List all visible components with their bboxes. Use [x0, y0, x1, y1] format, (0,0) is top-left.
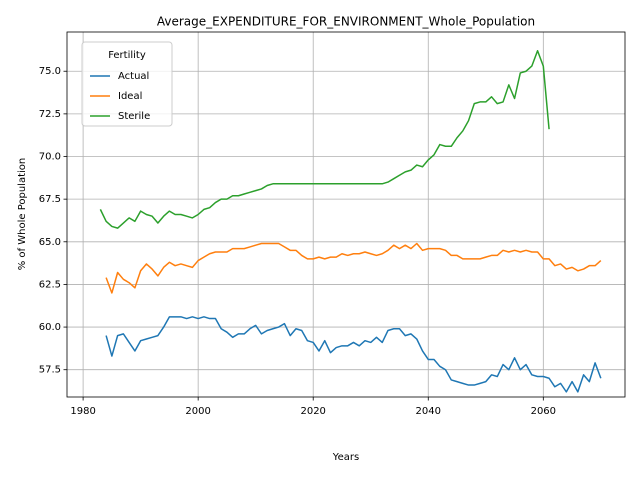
chart-title: Average_EXPENDITURE_FOR_ENVIRONMENT_Whol…: [157, 15, 535, 29]
y-tick-label: 57.5: [39, 365, 61, 376]
x-tick-label: 2060: [531, 406, 556, 417]
y-tick-label: 70.0: [39, 152, 61, 163]
legend: Fertility Actual Ideal Sterile: [81, 41, 173, 127]
series-line: [105, 242, 602, 294]
legend-label: Actual: [118, 71, 149, 82]
y-axis-label: % of Whole Population: [17, 158, 28, 271]
y-tick-label: 65.0: [39, 237, 61, 248]
x-axis-label: Years: [332, 452, 359, 463]
series-line: [99, 50, 550, 229]
legend-label: Ideal: [118, 91, 142, 102]
x-tick-label: 1980: [70, 406, 95, 417]
y-tick-label: 60.0: [39, 322, 61, 333]
y-tick-label: 62.5: [39, 279, 61, 290]
y-tick-label: 75.0: [39, 66, 61, 77]
y-tick-label: 72.5: [39, 109, 61, 120]
legend-box: [81, 41, 173, 127]
series-line: [105, 316, 602, 393]
x-tick-label: 2020: [300, 406, 325, 417]
legend-label: Sterile: [118, 111, 150, 122]
legend-title: Fertility: [108, 50, 146, 61]
x-tick-label: 2040: [416, 406, 441, 417]
plot-frame: [66, 31, 626, 398]
x-tick-label: 2000: [185, 406, 210, 417]
y-tick-label: 67.5: [39, 194, 61, 205]
